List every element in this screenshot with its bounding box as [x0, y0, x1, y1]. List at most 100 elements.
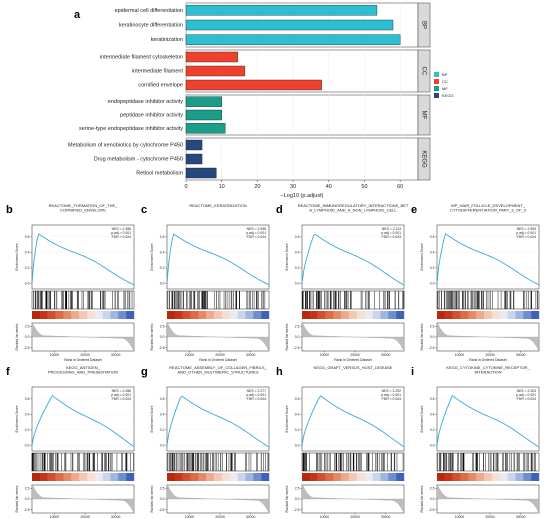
- rank-color-segment: [396, 311, 405, 319]
- es-y-axis-label: Enrichment Score: [150, 243, 154, 270]
- ranked-metric-area: [31, 321, 135, 352]
- rank-tick-label: 2.5: [295, 324, 300, 328]
- x-axis-label: Rank in Ordered Dataset: [64, 358, 102, 362]
- category-label: Metabolism of xenobiotics by cytochrome …: [68, 142, 183, 148]
- x-axis-label: −Log10 (p.adjust): [281, 193, 324, 199]
- rank-color-segment: [261, 473, 270, 481]
- rank-color-segment: [206, 311, 215, 319]
- x-tick-label: 50: [361, 184, 367, 190]
- rank-color-segment: [245, 473, 254, 481]
- es-tick-label: 0.2: [430, 428, 435, 432]
- ranked-metric-area: [436, 483, 540, 514]
- facet-strip: [417, 137, 431, 181]
- panel-title: KEGG_ANTIGEN_: [66, 365, 101, 370]
- es-tick-label: 0.2: [25, 428, 30, 432]
- rank-color-segment: [206, 473, 215, 481]
- rank-color-segment: [388, 311, 397, 319]
- stats-label: NES = 2.388: [112, 227, 131, 231]
- hit-strip-frame: [166, 290, 270, 310]
- rank-color-segment: [190, 473, 199, 481]
- category-label: epidermal cell differentiation: [115, 8, 183, 14]
- rank-color-segment: [452, 473, 461, 481]
- panel-title: KEGG_CYTOKINE_CYTOKINE_RECEPTOR_: [446, 365, 530, 370]
- es-tick-label: 0.6: [430, 397, 435, 401]
- legend-label: KEGG: [442, 93, 454, 98]
- category-label: keratinization: [151, 37, 183, 43]
- ranked-metric-area: [166, 321, 270, 352]
- x-tick-label: 20000: [350, 353, 360, 357]
- panel-title: CORNIFIED_ENVELOPE: [60, 208, 106, 213]
- rank-tick-label: 0.0: [430, 497, 435, 501]
- es-tick-label: 0.2: [430, 266, 435, 270]
- bar: [185, 34, 401, 45]
- es-curve: [436, 233, 540, 286]
- es-y-axis-label: Enrichment Score: [420, 405, 424, 432]
- es-plot-frame: [436, 386, 540, 452]
- es-tick-label: 0.0: [295, 282, 300, 286]
- panel-title: PROCESSING_AND_PRESENTATION: [48, 370, 118, 375]
- panel-title: REACTOME_KERATINIZATION: [189, 203, 246, 208]
- gsea-panel-d: d REACTOME_IMMUNOREGULATORY_INTERACTIONS_…: [276, 203, 409, 362]
- rank-color-segment: [94, 311, 103, 319]
- rank-y-axis-label: Ranked list metric: [420, 485, 424, 512]
- panel-title: KEGG_GRAFT_VERSUS_HOST_DISEASE: [314, 365, 393, 370]
- es-tick-label: 0.6: [25, 397, 30, 401]
- x-tick-label: 10: [219, 184, 225, 190]
- facet-strip: [417, 2, 431, 48]
- es-y-axis-label: Enrichment Score: [15, 243, 19, 270]
- rank-color-segment: [468, 473, 477, 481]
- stats-label: NES = 2.277: [247, 389, 266, 393]
- rank-color-segment: [63, 311, 72, 319]
- rank-color-segment: [214, 311, 223, 319]
- rank-tick-label: -2.5: [294, 508, 300, 512]
- rank-color-segment: [364, 311, 373, 319]
- gsea-panel-g: g REACTOME_ASSEMBLY_OF_COLLAGEN_FIBRILS_A…: [141, 365, 270, 519]
- rank-tick-label: 2.5: [25, 324, 30, 328]
- stats-label: FDR = 0.024: [382, 397, 401, 401]
- es-tick-label: 0.6: [295, 235, 300, 239]
- panel-label-e: e: [411, 204, 417, 216]
- ranked-metric-area: [301, 483, 405, 514]
- es-tick-label: 0.2: [25, 266, 30, 270]
- rank-color-segment: [523, 311, 532, 319]
- es-y-axis-label: Enrichment Score: [285, 405, 289, 432]
- bar: [185, 109, 222, 121]
- stats-label: NES = 2.286: [112, 389, 131, 393]
- rank-color-segment: [484, 473, 493, 481]
- category-label: serine-type endopeptidase inhibitor acti…: [79, 126, 183, 132]
- es-tick-label: 0.0: [160, 282, 165, 286]
- rank-color-segment: [372, 311, 381, 319]
- facet-strip-label: CC: [420, 67, 426, 76]
- x-tick-label: 30000: [111, 515, 121, 519]
- rank-color-segment: [341, 311, 350, 319]
- rank-color-segment: [32, 311, 41, 319]
- legend-label: MF: [442, 86, 448, 91]
- x-tick-label: 20000: [485, 353, 495, 357]
- rank-color-segment: [356, 311, 365, 319]
- rank-color-segment: [167, 311, 176, 319]
- es-tick-label: 0.2: [295, 428, 300, 432]
- rank-color-segment: [396, 473, 405, 481]
- x-tick-label: 30000: [246, 353, 256, 357]
- rank-color-segment: [499, 311, 508, 319]
- category-label: Drug metabolism - cytochrome P450: [94, 156, 183, 162]
- rank-color-segment: [229, 311, 238, 319]
- rank-color-segment: [237, 311, 246, 319]
- rank-color-segment: [102, 311, 111, 319]
- bar-chart: BP epidermal cell differentiation keratino…: [68, 2, 454, 199]
- ranked-metric-area: [436, 321, 540, 352]
- rank-tick-label: -2.5: [159, 508, 165, 512]
- rank-color-segment: [356, 473, 365, 481]
- legend-label: CC: [442, 79, 448, 84]
- stats-label: NES = 2.538: [247, 227, 266, 231]
- rank-tick-label: -2.5: [24, 346, 30, 350]
- panel-label-d: d: [276, 204, 283, 216]
- panel-label-f: f: [6, 366, 10, 378]
- rank-color-segment: [47, 311, 56, 319]
- es-y-axis-label: Enrichment Score: [150, 405, 154, 432]
- legend-label: BP: [442, 72, 448, 77]
- facet-panel: [185, 137, 419, 181]
- category-label: peptidase inhibitor activity: [120, 112, 183, 118]
- rank-color-segment: [79, 311, 88, 319]
- panel-title: REACTOME_IMMUNOREGULATORY_INTERACTIONS_B…: [298, 203, 409, 208]
